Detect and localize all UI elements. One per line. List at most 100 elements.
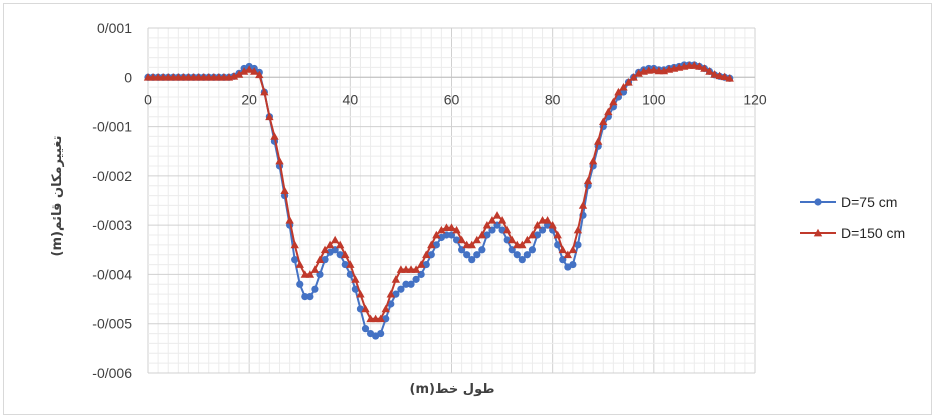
y-tick-label: 0 [124,69,132,85]
data-point [725,74,734,82]
legend-item: D=150 cm [800,225,905,241]
data-point [229,72,239,80]
y-tick-label: -0/003 [92,217,132,233]
y-tick-labels: 0/001 0 -0/001 -0/002 -0/003 -0/004 -0/005 -0/0… [92,20,132,381]
data-point [599,117,608,126]
data-point [487,216,497,224]
legend: D=75 cm D=150 cm [800,194,905,241]
data-point [543,216,552,224]
data-point [330,235,340,244]
data-point [482,220,492,229]
data-point [558,245,567,254]
data-point [604,107,613,116]
data-point [255,70,264,79]
data-point [336,240,345,249]
data-point [432,230,441,239]
data-point [295,260,304,268]
x-axis-title: طول خط(m) [410,382,495,397]
data-point [377,329,385,338]
legend-label: D=150 cm [841,225,905,241]
data-point [569,260,577,269]
data-point [609,97,618,106]
y-tick-label: 0/001 [97,20,132,36]
data-point [568,245,578,254]
data-point [548,220,557,229]
data-point [291,256,299,264]
data-point [700,64,709,72]
y-tick-label: -0/005 [92,316,132,332]
x-tick-label: 80 [545,91,561,107]
data-point [573,225,583,234]
data-point [578,201,588,209]
data-point [513,251,521,259]
data-point [265,112,274,121]
y-tick-label: -0/001 [92,119,132,135]
data-point [315,255,325,264]
data-point [320,245,330,254]
legend-marker [814,198,822,206]
data-point [593,137,603,145]
data-point [376,314,385,323]
data-point [305,270,315,278]
data-point [523,235,532,244]
x-tick-label: 40 [343,91,359,107]
y-tick-label: -0/006 [92,365,132,381]
data-point [518,240,527,249]
data-point [351,275,360,283]
data-point [361,325,370,333]
data-point [416,260,426,268]
x-tick-label: 0 [144,91,152,107]
data-point [452,225,461,234]
y-tick-label: -0/004 [92,266,132,282]
data-point [528,230,537,239]
data-point [234,70,244,78]
data-point [690,61,699,69]
data-point [715,71,724,80]
data-point [437,225,446,234]
data-point [422,250,431,259]
data-point [411,265,421,273]
y-axis-title: تغییرمکان قائم(m) [50,136,65,257]
data-point [629,73,638,81]
data-point [325,240,335,249]
data-point [407,280,415,288]
data-point [239,67,249,75]
data-point [346,260,355,268]
data-point [492,211,502,219]
data-point [533,220,542,229]
data-point [250,67,259,75]
data-point [310,265,320,273]
data-point [705,67,714,75]
data-point [583,176,593,185]
data-point [296,280,304,288]
data-point [290,240,299,249]
data-point [624,78,633,86]
data-point [311,285,319,293]
data-point [497,216,507,224]
data-point [502,225,512,234]
y-tick-label: -0/002 [92,168,132,184]
data-point [477,230,487,239]
data-point [275,156,284,165]
data-point [614,87,623,96]
data-point [341,250,350,259]
data-point [412,275,420,283]
data-point [649,65,659,74]
data-point [588,156,598,165]
data-point [280,186,289,195]
x-tick-label: 60 [444,91,460,107]
data-point [478,246,486,254]
data-point [619,82,628,91]
data-point [270,132,279,140]
data-point [720,72,729,81]
legend-marker [813,228,823,237]
x-tick-label: 100 [642,91,666,107]
data-point [563,250,573,259]
data-point [508,235,517,244]
series-layer [143,61,734,340]
data-point [634,69,643,77]
data-point [523,251,531,259]
data-point [710,70,719,78]
legend-item: D=75 cm [800,194,897,210]
